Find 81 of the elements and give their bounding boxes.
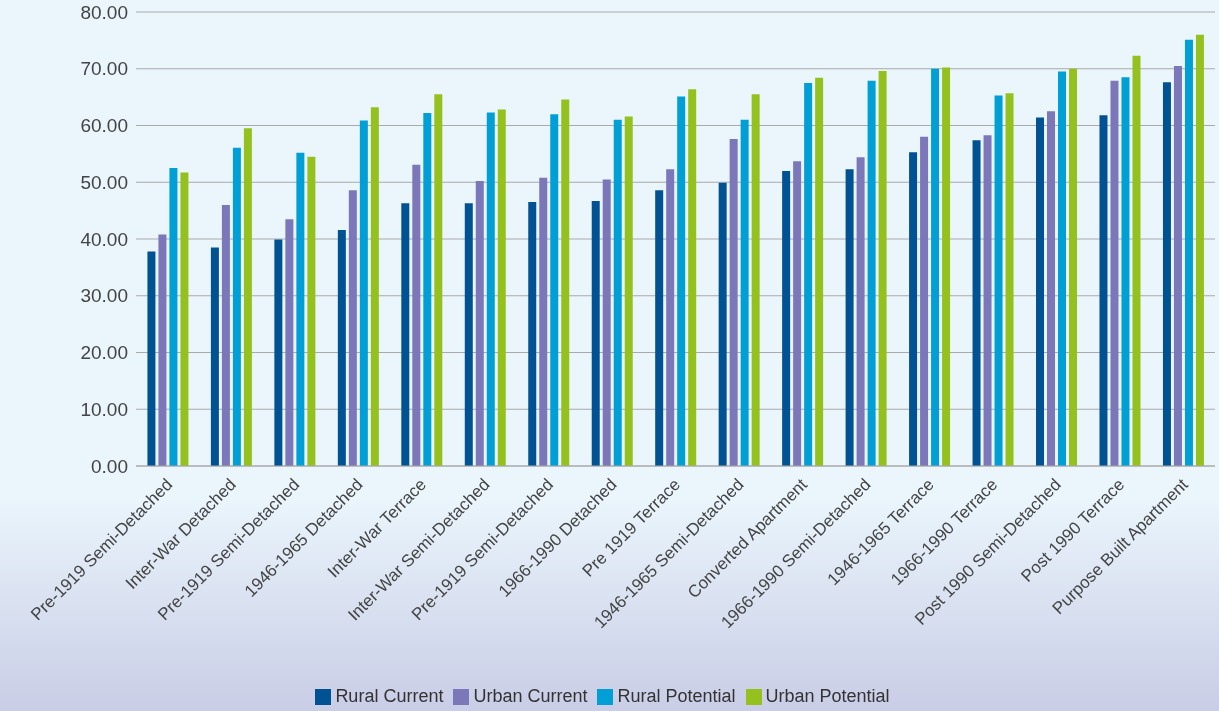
- bar: [486, 112, 495, 466]
- bar: [740, 119, 749, 466]
- bar: [729, 139, 738, 466]
- bar: [942, 67, 951, 466]
- bar: [169, 168, 178, 466]
- bar: [337, 229, 346, 466]
- bar: [401, 203, 410, 466]
- y-tick-label: 60.00: [80, 115, 128, 137]
- bar: [274, 239, 283, 466]
- bar: [972, 140, 981, 466]
- legend-label: Rural Potential: [617, 686, 736, 706]
- bar: [497, 109, 506, 466]
- bar: [307, 156, 316, 466]
- bar: [815, 77, 824, 466]
- bar: [243, 128, 252, 466]
- bar: [464, 203, 473, 466]
- bar: [1069, 68, 1078, 466]
- bar: [221, 204, 230, 466]
- bar: [878, 71, 887, 466]
- legend-label: Rural Current: [335, 686, 444, 706]
- bar: [296, 152, 305, 466]
- bar: [1162, 82, 1171, 466]
- bar: [528, 202, 537, 466]
- bar: [856, 157, 865, 466]
- y-tick-label: 50.00: [80, 171, 128, 193]
- bar: [1195, 34, 1204, 466]
- bar: [550, 114, 559, 466]
- bar: [158, 234, 167, 466]
- y-tick-label: 20.00: [80, 342, 128, 364]
- bar: [180, 172, 189, 466]
- bar: [348, 190, 357, 466]
- bar: [804, 82, 813, 466]
- bar: [285, 219, 294, 466]
- bar: [232, 147, 241, 466]
- bar: [666, 169, 675, 466]
- bar: [931, 68, 940, 466]
- legend-label: Urban Potential: [765, 686, 890, 706]
- y-tick-label: 10.00: [80, 398, 128, 420]
- bar: [677, 96, 686, 466]
- bar: [793, 161, 802, 466]
- bar: [624, 116, 633, 466]
- bar: [475, 181, 484, 466]
- bar: [1058, 71, 1067, 466]
- bar: [1184, 39, 1193, 466]
- bar: [613, 119, 622, 466]
- bar: [718, 182, 727, 466]
- bar: [147, 251, 156, 466]
- bar: [867, 80, 876, 466]
- bar: [591, 200, 600, 466]
- bar: [1005, 93, 1014, 466]
- bar: [539, 177, 548, 466]
- bar: [655, 190, 664, 466]
- y-tick-label: 0.00: [91, 455, 128, 477]
- bar: [561, 99, 570, 466]
- bar: [434, 94, 443, 466]
- legend-label: Urban Current: [473, 686, 588, 706]
- bar: [994, 95, 1003, 466]
- bar: [782, 170, 791, 466]
- y-tick-label: 40.00: [80, 228, 128, 250]
- bar: [983, 135, 992, 466]
- bar: [412, 164, 421, 466]
- bar: [1099, 115, 1108, 466]
- y-tick-label: 80.00: [80, 1, 128, 23]
- bar: [751, 94, 760, 466]
- bar: [423, 113, 432, 466]
- y-tick-label: 70.00: [80, 58, 128, 80]
- bar: [909, 152, 918, 466]
- bar: [1047, 111, 1056, 466]
- bar: [845, 169, 854, 466]
- bar: [370, 107, 379, 466]
- bar: [688, 89, 697, 466]
- bar: [210, 247, 219, 466]
- bar: [920, 136, 929, 466]
- bar: [1036, 117, 1045, 466]
- bar: [1132, 55, 1141, 466]
- y-tick-label: 30.00: [80, 285, 128, 307]
- bar: [1173, 65, 1182, 466]
- bar: [1121, 77, 1130, 466]
- bar: [602, 179, 611, 466]
- bar: [359, 120, 368, 466]
- bar: [1110, 80, 1119, 466]
